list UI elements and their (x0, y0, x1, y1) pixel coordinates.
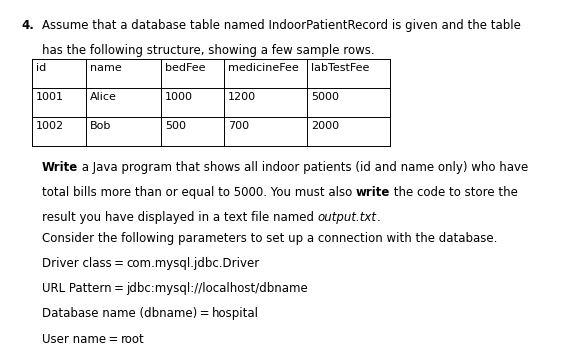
Text: output.txt: output.txt (317, 211, 377, 224)
Text: the code to store the: the code to store the (390, 186, 518, 199)
Text: a Java program that shows all indoor patients (id and name only) who have: a Java program that shows all indoor pat… (78, 161, 529, 174)
Text: 1000: 1000 (165, 92, 193, 102)
Text: .: . (377, 211, 381, 224)
Text: 2000: 2000 (311, 121, 339, 131)
Text: 700: 700 (228, 121, 249, 131)
Text: Alice: Alice (90, 92, 117, 102)
Text: Assume that a database table named IndoorPatientRecord is given and the table: Assume that a database table named Indoo… (42, 19, 521, 32)
Text: bedFee: bedFee (165, 63, 205, 73)
Text: com.mysql.jdbc.Driver: com.mysql.jdbc.Driver (126, 258, 259, 270)
Text: total bills more than or equal to 5000. You must also: total bills more than or equal to 5000. … (42, 186, 356, 199)
Text: 5000: 5000 (311, 92, 339, 102)
Text: root: root (121, 333, 145, 346)
Text: 4.: 4. (22, 19, 34, 32)
Text: 1001: 1001 (36, 92, 64, 102)
Text: id: id (36, 63, 46, 73)
Text: jdbc:mysql://localhost/dbname: jdbc:mysql://localhost/dbname (126, 283, 308, 295)
Text: medicineFee: medicineFee (228, 63, 298, 73)
Text: Database name (dbname) =: Database name (dbname) = (42, 308, 212, 321)
Text: URL Pattern =: URL Pattern = (42, 283, 126, 295)
Text: 1200: 1200 (228, 92, 256, 102)
Text: hospital: hospital (212, 308, 259, 321)
Text: Consider the following parameters to set up a connection with the database.: Consider the following parameters to set… (42, 232, 497, 245)
Text: Driver class =: Driver class = (42, 258, 126, 270)
Text: 1002: 1002 (36, 121, 64, 131)
Text: has the following structure, showing a few sample rows.: has the following structure, showing a f… (42, 44, 374, 57)
Text: result you have displayed in a text file named: result you have displayed in a text file… (42, 211, 317, 224)
Text: Bob: Bob (90, 121, 111, 131)
Text: 500: 500 (165, 121, 186, 131)
Text: Write: Write (42, 161, 78, 174)
Text: write: write (356, 186, 390, 199)
Text: User name =: User name = (42, 333, 121, 346)
Text: name: name (90, 63, 122, 73)
Text: labTestFee: labTestFee (311, 63, 370, 73)
